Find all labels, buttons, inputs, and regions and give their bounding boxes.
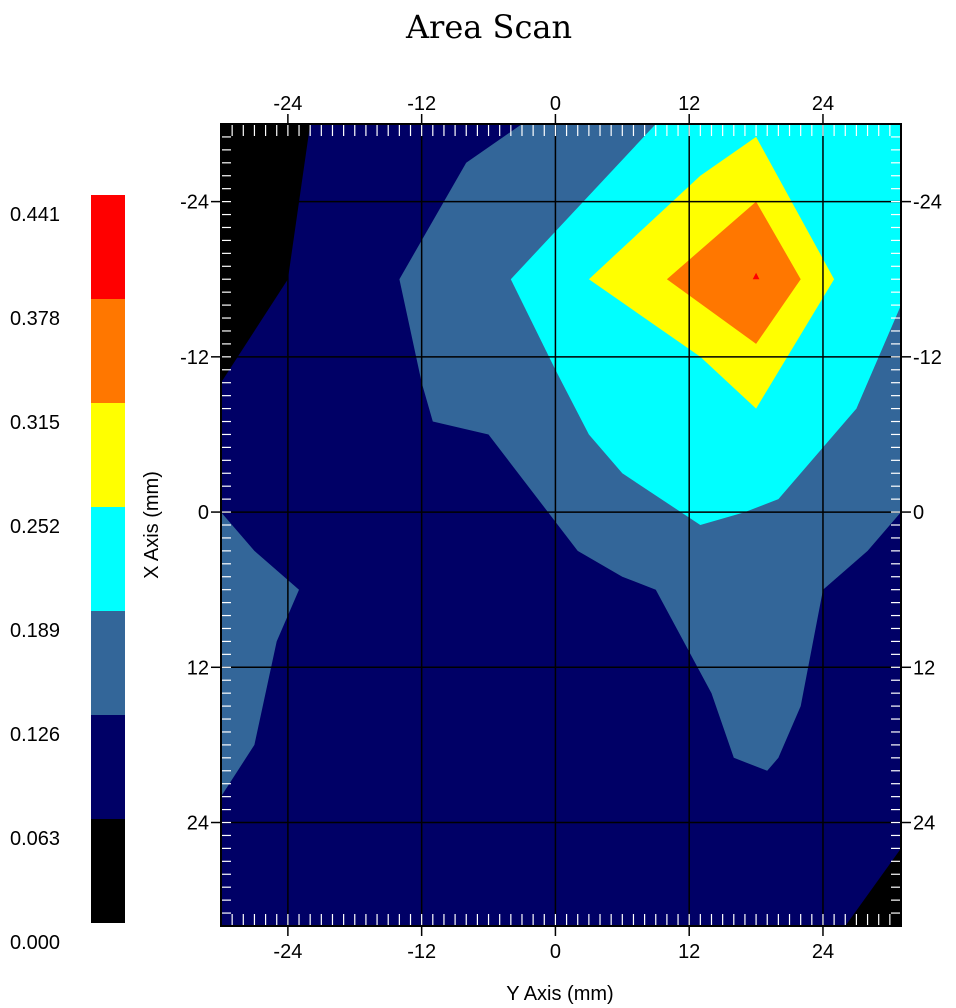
colorbar-band-1 xyxy=(91,715,125,819)
colorbar-label-7: 0.441 xyxy=(10,204,60,226)
y-tick-label-left: 12 xyxy=(187,657,209,679)
y-tick-label-left: 0 xyxy=(198,502,209,524)
contour-region-6 xyxy=(666,201,801,344)
contour-region-1 xyxy=(845,848,901,926)
colorbar-labels: 0.000 0.063 0.126 0.189 0.252 0.315 0.378 0.441 xyxy=(10,204,60,954)
y-tick-label-left: -24 xyxy=(180,192,209,214)
x-tick-label-bottom: 24 xyxy=(812,941,834,963)
y-tick-label-right: -24 xyxy=(913,192,942,214)
plot-area xyxy=(221,124,901,926)
chart-title: Area Scan xyxy=(405,8,572,46)
colorbar-label-1: 0.063 xyxy=(10,828,60,850)
contour-region-7 xyxy=(752,272,760,280)
x-tick-label-bottom: 0 xyxy=(550,941,561,963)
y-axis-label: X Axis (mm) xyxy=(141,471,163,579)
x-tick-label-top: -24 xyxy=(273,93,302,115)
x-tick-label-top: 12 xyxy=(678,93,700,115)
x-tick-label-top: 0 xyxy=(550,93,561,115)
colorbar-band-3 xyxy=(91,507,125,611)
y-tick-label-right: 24 xyxy=(913,813,935,835)
y-tick-label-left: 24 xyxy=(187,813,209,835)
tick-labels: -24 -24 -12 -12 0 0 12 12 24 24 -24 -24 -12 -12 0 0 12 12… xyxy=(180,93,942,963)
contour-region-2 xyxy=(221,512,299,797)
colorbar-band-2 xyxy=(91,611,125,715)
plot-frame xyxy=(220,123,902,927)
y-tick-label-right: -12 xyxy=(913,347,942,369)
colorbar-label-2: 0.126 xyxy=(10,724,60,746)
colorbar-label-3: 0.189 xyxy=(10,620,60,642)
grid-lines xyxy=(221,124,901,926)
x-tick-label-bottom: 12 xyxy=(678,941,700,963)
x-tick-label-bottom: -24 xyxy=(273,941,302,963)
y-tick-label-left: -12 xyxy=(180,347,209,369)
x-tick-label-top: -12 xyxy=(407,93,436,115)
x-axis-label: Y Axis (mm) xyxy=(506,983,613,1005)
colorbar-band-5 xyxy=(91,299,125,403)
colorbar-band-6 xyxy=(91,195,125,299)
colorbar-label-5: 0.315 xyxy=(10,412,60,434)
colorbar-band-0 xyxy=(91,819,125,923)
colorbar xyxy=(91,195,125,923)
y-tick-label-right: 0 xyxy=(913,502,924,524)
y-tick-label-right: 12 xyxy=(913,657,935,679)
x-tick-label-bottom: -12 xyxy=(407,941,436,963)
colorbar-label-0: 0.000 xyxy=(10,932,60,954)
colorbar-label-6: 0.378 xyxy=(10,308,60,330)
x-tick-label-top: 24 xyxy=(812,93,834,115)
colorbar-band-4 xyxy=(91,403,125,507)
colorbar-label-4: 0.252 xyxy=(10,516,60,538)
